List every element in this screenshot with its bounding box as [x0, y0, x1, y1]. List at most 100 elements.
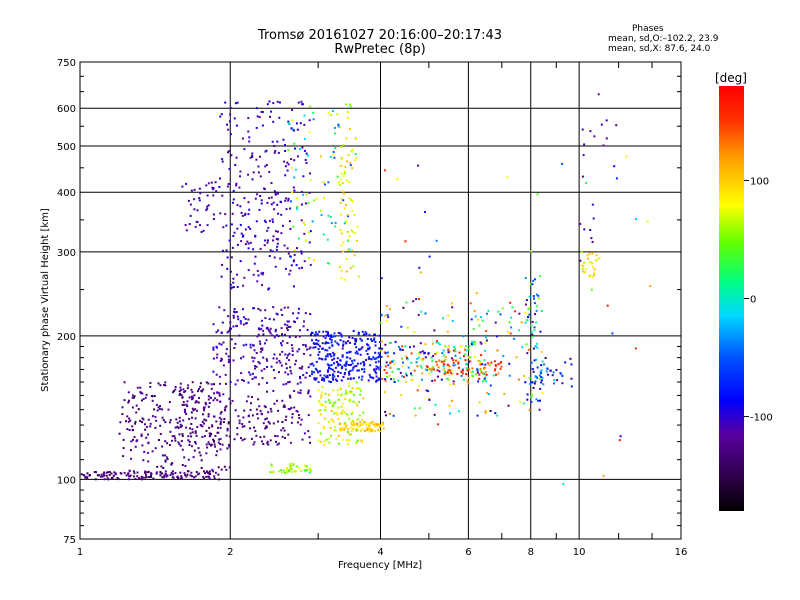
- echo-point: [345, 360, 348, 363]
- echo-point: [400, 394, 403, 397]
- echo-point: [358, 401, 361, 403]
- echo-point: [266, 326, 269, 329]
- echo-point: [336, 411, 339, 414]
- echo-point: [467, 382, 470, 385]
- echo-point: [332, 354, 335, 357]
- echo-point: [86, 472, 89, 475]
- echo-point: [174, 388, 177, 391]
- echo-point: [241, 379, 244, 381]
- echo-point: [269, 471, 272, 474]
- echo-point: [352, 330, 355, 332]
- echo-point: [212, 323, 215, 326]
- echo-point: [268, 100, 271, 103]
- echo-point: [539, 399, 541, 402]
- echo-point: [444, 359, 447, 361]
- echo-point: [368, 373, 371, 376]
- echo-point: [531, 320, 534, 323]
- echo-point: [361, 368, 363, 371]
- echo-point: [161, 454, 164, 457]
- echo-point: [418, 298, 420, 300]
- echo-point: [103, 474, 106, 477]
- echo-point: [340, 178, 343, 181]
- echo-point: [131, 429, 134, 432]
- echo-point: [354, 343, 356, 345]
- echo-point: [259, 175, 262, 178]
- echo-point: [299, 122, 302, 125]
- echo-point: [351, 336, 354, 339]
- echo-point: [167, 408, 170, 411]
- echo-point: [510, 316, 513, 319]
- echo-point: [261, 440, 263, 443]
- echo-point: [212, 415, 215, 418]
- echo-point: [345, 137, 348, 140]
- echo-point: [586, 254, 589, 257]
- echo-point: [134, 445, 137, 448]
- echo-point: [272, 120, 275, 123]
- echo-point: [286, 342, 289, 344]
- echo-point: [415, 361, 418, 364]
- echo-point: [327, 181, 330, 184]
- echo-point: [290, 264, 293, 267]
- echo-point: [165, 473, 168, 476]
- echo-point: [162, 419, 165, 422]
- echo-point: [164, 459, 167, 462]
- echo-point: [289, 366, 292, 369]
- echo-point: [353, 359, 356, 362]
- echo-point: [344, 365, 347, 367]
- echo-point: [322, 330, 325, 333]
- echo-point: [356, 424, 358, 427]
- echo-point: [340, 213, 342, 216]
- echo-point: [424, 312, 427, 315]
- echo-point: [345, 351, 348, 354]
- echo-point: [203, 418, 206, 421]
- echo-point: [215, 454, 218, 457]
- echo-point: [450, 372, 452, 374]
- echo-point: [227, 151, 229, 154]
- echo-point: [431, 342, 434, 345]
- echo-point: [486, 392, 489, 394]
- echo-point: [234, 342, 237, 345]
- echo-point: [483, 366, 486, 369]
- echo-point: [186, 400, 189, 403]
- echo-point: [295, 409, 298, 412]
- echo-point: [321, 386, 324, 389]
- echo-point: [349, 398, 351, 401]
- echo-point: [308, 131, 311, 134]
- echo-point: [350, 229, 353, 232]
- echo-point: [346, 116, 349, 119]
- echo-point: [129, 449, 132, 452]
- echo-point: [419, 351, 422, 354]
- echo-point: [285, 362, 288, 365]
- echo-point: [158, 407, 161, 410]
- echo-point: [389, 360, 392, 363]
- echo-point: [275, 440, 277, 443]
- y-tick-label: 200: [57, 332, 76, 343]
- echo-point: [240, 372, 243, 375]
- echo-point: [247, 247, 250, 250]
- echo-point: [274, 192, 277, 195]
- echo-point: [132, 470, 135, 473]
- echo-point: [351, 359, 354, 362]
- echo-point: [237, 415, 240, 418]
- echo-point: [344, 426, 347, 429]
- echo-point: [327, 393, 330, 396]
- echo-point: [281, 340, 284, 343]
- echo-point: [355, 157, 358, 160]
- echo-point: [248, 136, 251, 139]
- echo-point: [325, 334, 328, 337]
- echo-point: [430, 356, 433, 359]
- echo-point: [381, 423, 384, 426]
- echo-point: [188, 440, 191, 443]
- echo-point: [349, 426, 352, 429]
- echo-point: [337, 331, 340, 334]
- echo-point: [266, 241, 269, 244]
- echo-point: [530, 324, 533, 327]
- echo-point: [153, 395, 156, 397]
- echo-point: [406, 326, 409, 329]
- echo-point: [344, 368, 347, 371]
- echo-point: [279, 200, 282, 203]
- echo-point: [280, 232, 283, 235]
- echo-point: [150, 472, 152, 475]
- echo-point: [226, 429, 229, 432]
- echo-point: [119, 421, 122, 424]
